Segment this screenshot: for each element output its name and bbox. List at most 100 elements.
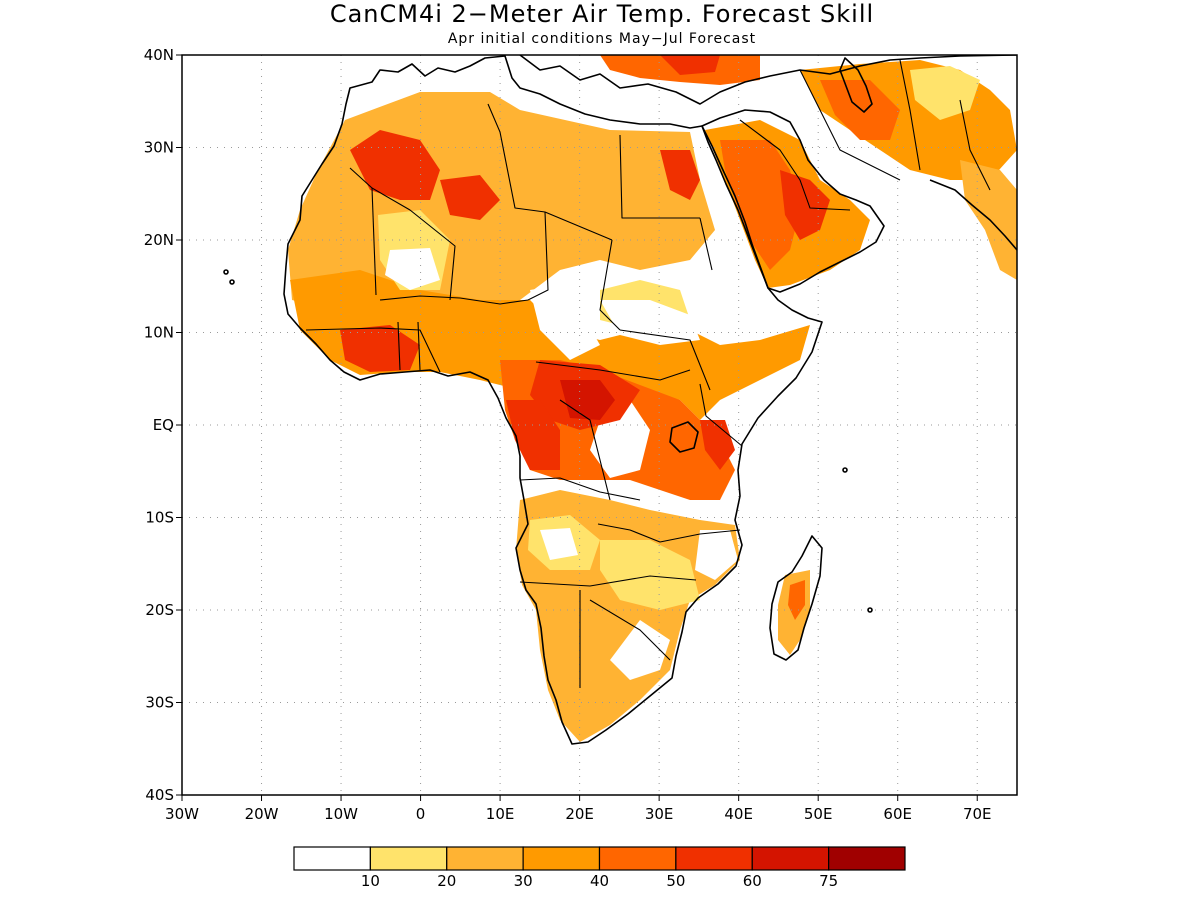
lat-tick-label: 10N bbox=[144, 324, 174, 342]
lat-tick-label: 30N bbox=[144, 139, 174, 157]
skill-contour-region bbox=[695, 530, 738, 580]
border-line bbox=[597, 523, 741, 543]
lat-tick-label: 40S bbox=[145, 786, 174, 804]
border-line bbox=[799, 69, 901, 181]
skill-contour-region bbox=[660, 55, 720, 75]
border-line bbox=[699, 217, 713, 271]
colorbar-label: 20 bbox=[437, 872, 456, 890]
figure-subtitle: Apr initial conditions May−Jul Forecast bbox=[448, 31, 756, 47]
lon-tick-label: 20W bbox=[245, 805, 279, 823]
skill-contour-region bbox=[960, 160, 1017, 280]
border-line bbox=[349, 167, 456, 301]
skill-shading bbox=[288, 55, 1017, 742]
skill-contour-region bbox=[600, 300, 700, 345]
skill-contour-region bbox=[385, 248, 440, 290]
colorbar-swatch bbox=[369, 846, 448, 871]
lon-tick-label: 70E bbox=[963, 805, 992, 823]
lon-tick-label: 30E bbox=[645, 805, 674, 823]
border-line bbox=[559, 399, 611, 501]
lon-tick-label: 40E bbox=[724, 805, 753, 823]
border-line bbox=[519, 477, 641, 501]
lon-tick-label: 0 bbox=[416, 805, 426, 823]
skill-contour-region bbox=[660, 150, 700, 200]
border-line bbox=[619, 134, 700, 219]
lon-tick-label: 50E bbox=[804, 805, 833, 823]
lake-victoria bbox=[669, 421, 699, 453]
border-line bbox=[487, 103, 613, 241]
colorbar-swatch bbox=[675, 846, 753, 871]
skill-contour-region bbox=[780, 170, 830, 240]
canary-islands bbox=[223, 269, 229, 275]
latitude-axis: 40N 30N 20N 10N EQ 10S 20S 30S 40S bbox=[144, 46, 182, 804]
cape-verde-islands bbox=[229, 279, 235, 285]
border-line bbox=[619, 329, 711, 391]
lat-tick-label: 20S bbox=[145, 601, 174, 619]
lon-tick-label: 20E bbox=[565, 805, 594, 823]
skill-contour-region bbox=[560, 380, 615, 420]
lon-tick-label: 10E bbox=[486, 805, 515, 823]
colorbar-swatch bbox=[751, 846, 830, 871]
longitude-axis: 30W 20W 10W 0 10E 20E 30E 40E 50E 60E 70E bbox=[165, 795, 992, 823]
border-line bbox=[371, 187, 377, 296]
border-line bbox=[739, 119, 851, 211]
colorbar-swatch bbox=[598, 846, 677, 871]
skill-contour-region bbox=[910, 66, 980, 120]
skill-contour-region bbox=[730, 80, 810, 130]
border-line bbox=[699, 383, 743, 447]
figure-title: CanCM4i 2−Meter Air Temp. Forecast Skill bbox=[330, 0, 874, 28]
skill-contour-region bbox=[290, 270, 810, 420]
border-line bbox=[527, 211, 549, 301]
border-line bbox=[397, 321, 421, 371]
colorbar-swatch bbox=[293, 846, 371, 871]
africa-coastline bbox=[283, 55, 823, 745]
lat-tick-label: 20N bbox=[144, 231, 174, 249]
skill-contour-region bbox=[350, 130, 440, 200]
border-line bbox=[899, 59, 921, 171]
lon-tick-label: 30W bbox=[165, 805, 199, 823]
skill-contour-region bbox=[788, 580, 805, 620]
skill-contour-region bbox=[540, 528, 578, 560]
lon-tick-label: 10W bbox=[324, 805, 358, 823]
border-line bbox=[379, 295, 529, 305]
coastlines bbox=[223, 55, 1017, 745]
border-line bbox=[589, 599, 671, 661]
europe-coastline bbox=[519, 55, 1017, 105]
lon-tick-label: 60E bbox=[883, 805, 912, 823]
lat-tick-label: 10S bbox=[145, 509, 174, 527]
gridlines bbox=[182, 55, 1017, 795]
colorbar-label: 30 bbox=[514, 872, 533, 890]
india-coastline bbox=[929, 179, 1017, 251]
skill-contour-region bbox=[600, 540, 700, 610]
mauritius bbox=[867, 607, 873, 613]
seychelles bbox=[842, 467, 848, 473]
skill-contour-region bbox=[506, 400, 560, 470]
colorbar-label: 60 bbox=[743, 872, 762, 890]
skill-contour-region bbox=[530, 285, 600, 360]
colorbar-swatch bbox=[828, 846, 906, 871]
lat-tick-label: 30S bbox=[145, 694, 174, 712]
lat-tick-label: 40N bbox=[144, 46, 174, 64]
colorbar-label: 10 bbox=[361, 872, 380, 890]
colorbar-swatch bbox=[446, 846, 524, 871]
colorbar-label: 40 bbox=[590, 872, 609, 890]
arabia-coastline bbox=[701, 109, 885, 293]
caspian-coastline bbox=[839, 57, 873, 113]
lat-tick-label: EQ bbox=[153, 416, 174, 434]
madagascar-coastline bbox=[769, 535, 823, 661]
border-line bbox=[519, 575, 697, 587]
skill-contour-region bbox=[820, 80, 900, 140]
border-line bbox=[599, 239, 621, 331]
border-line bbox=[535, 361, 691, 381]
colorbar-label: 50 bbox=[666, 872, 685, 890]
country-borders bbox=[305, 59, 991, 688]
colorbar-swatch bbox=[522, 846, 601, 871]
skill-contour-region bbox=[610, 620, 670, 680]
colorbar: 10 20 30 40 50 60 75 bbox=[293, 846, 906, 890]
border-line bbox=[305, 327, 441, 373]
skill-contour-region bbox=[440, 175, 500, 220]
colorbar-label: 75 bbox=[819, 872, 838, 890]
border-line bbox=[959, 99, 991, 191]
skill-contour-region bbox=[720, 140, 800, 270]
